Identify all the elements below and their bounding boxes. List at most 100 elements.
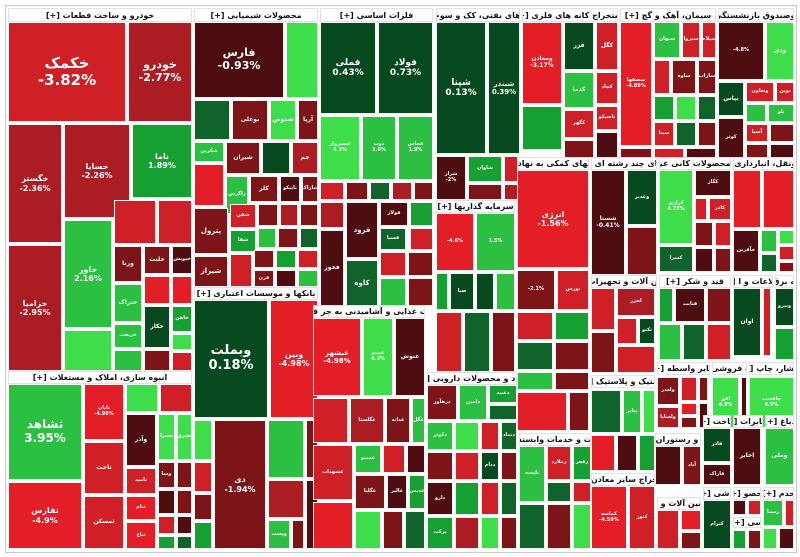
treemap-tile[interactable]: فولاژ <box>380 202 408 226</box>
treemap-tile[interactable] <box>370 182 390 200</box>
treemap-tile[interactable] <box>410 202 433 226</box>
treemap-tile[interactable] <box>300 228 318 248</box>
treemap-tile[interactable] <box>346 182 368 200</box>
section-header[interactable]: دباغ [+] <box>765 415 794 428</box>
treemap-tile[interactable]: خریخت <box>114 324 142 348</box>
treemap-tile[interactable]: کرازی 4.73% <box>659 170 693 244</box>
treemap-tile[interactable] <box>715 248 731 272</box>
treemap-tile[interactable]: جم <box>292 142 318 174</box>
treemap-tile[interactable] <box>496 273 515 310</box>
treemap-tile[interactable] <box>681 532 701 549</box>
treemap-tile[interactable] <box>715 222 731 246</box>
treemap-tile[interactable] <box>276 270 296 287</box>
treemap-tile[interactable] <box>517 342 553 370</box>
treemap-tile[interactable] <box>748 530 761 549</box>
treemap-tile[interactable]: وآذر <box>126 414 156 466</box>
treemap-tile[interactable] <box>177 462 192 488</box>
treemap-tile[interactable] <box>427 452 453 480</box>
treemap-tile[interactable] <box>276 250 296 268</box>
treemap-tile[interactable]: دکوثر <box>427 422 453 450</box>
treemap-tile[interactable]: دعبید <box>489 385 517 403</box>
treemap-tile[interactable]: تاصیکو <box>596 106 618 130</box>
treemap-tile[interactable] <box>564 140 594 158</box>
treemap-tile[interactable] <box>489 405 517 420</box>
treemap-tile[interactable] <box>501 517 517 549</box>
treemap-tile[interactable]: بورس <box>557 270 589 310</box>
treemap-tile[interactable]: زفجر <box>573 446 591 480</box>
treemap-tile[interactable] <box>517 372 553 390</box>
treemap-tile[interactable]: خودرو -2.77% <box>128 22 192 122</box>
treemap-tile[interactable]: قثابت <box>675 288 705 322</box>
section-header[interactable]: سرمایه گذاریها [+] <box>436 200 515 213</box>
treemap-tile[interactable] <box>639 435 655 471</box>
treemap-tile[interactable]: 1.5% <box>476 213 515 271</box>
treemap-tile[interactable]: شاراک <box>302 176 318 202</box>
treemap-tile[interactable] <box>464 312 490 372</box>
treemap-tile[interactable] <box>298 250 318 268</box>
section-header[interactable]: اطلاعات و ا [+] <box>733 275 773 288</box>
treemap-tile[interactable] <box>681 377 697 401</box>
treemap-tile[interactable]: ولغدر <box>657 377 679 405</box>
treemap-tile[interactable]: غدانه <box>386 398 410 443</box>
treemap-tile[interactable]: غدیس <box>409 475 425 509</box>
treemap-tile[interactable]: فارس -0.93% <box>194 22 284 98</box>
treemap-tile[interactable]: خزامیا -2.95% <box>8 245 62 371</box>
section-header[interactable]: ساخت [+] <box>703 415 731 428</box>
treemap-tile[interactable] <box>194 164 224 206</box>
treemap-tile[interactable]: شراز -2% <box>436 156 466 200</box>
treemap-tile[interactable] <box>779 230 794 244</box>
treemap-tile[interactable] <box>591 390 621 433</box>
treemap-tile[interactable]: شاوان <box>468 156 502 182</box>
treemap-tile[interactable]: غشهداب <box>313 445 353 500</box>
treemap-tile[interactable] <box>695 198 707 220</box>
treemap-tile[interactable] <box>320 182 344 200</box>
treemap-tile[interactable]: کسرا <box>659 246 693 272</box>
treemap-tile[interactable] <box>573 482 591 502</box>
treemap-tile[interactable]: حآفرین <box>733 230 759 272</box>
treemap-tile[interactable]: شدوص <box>270 100 296 140</box>
treemap-tile[interactable] <box>763 528 777 549</box>
treemap-tile[interactable] <box>455 452 479 480</box>
treemap-tile[interactable] <box>194 420 212 460</box>
treemap-tile[interactable] <box>763 170 794 228</box>
treemap-tile[interactable]: فملی 0.43% <box>320 22 376 114</box>
treemap-tile[interactable]: نوین <box>776 82 794 102</box>
treemap-tile[interactable]: خاهن <box>172 306 192 332</box>
treemap-tile[interactable] <box>158 200 192 244</box>
treemap-tile[interactable]: اخابر <box>733 428 761 485</box>
treemap-tile[interactable] <box>177 536 192 549</box>
treemap-tile[interactable] <box>501 452 517 480</box>
treemap-tile[interactable]: ثاخت <box>84 442 124 494</box>
treemap-tile[interactable] <box>654 96 674 120</box>
treemap-tile[interactable] <box>501 482 517 515</box>
section-header[interactable]: فعالیتهای کمکی به نهاده [+] <box>517 157 589 170</box>
treemap-tile[interactable]: خکمک -3.82% <box>8 22 126 122</box>
section-header[interactable]: فلزات اساسی [+] <box>320 8 433 22</box>
treemap-tile[interactable] <box>126 384 158 412</box>
treemap-tile[interactable]: فاراک <box>703 464 731 485</box>
section-header[interactable]: استخراج سایر معادن [+] <box>591 473 655 486</box>
treemap-tile[interactable] <box>405 511 425 549</box>
treemap-tile[interactable]: صبا <box>450 273 474 310</box>
treemap-tile[interactable] <box>707 288 731 322</box>
treemap-tile[interactable]: غگلستا <box>350 398 384 443</box>
section-header[interactable]: کاشی [+] <box>703 487 731 500</box>
treemap-tile[interactable]: ددام <box>481 452 499 480</box>
treemap-tile[interactable]: پتایر <box>623 390 641 433</box>
treemap-tile[interactable]: کنور <box>629 486 655 549</box>
section-header[interactable]: شرکتهای چند رشته ای ص [+] <box>591 157 657 170</box>
treemap-tile[interactable]: وبین -4.98% <box>270 300 318 418</box>
treemap-tile[interactable]: کچاد <box>596 72 618 104</box>
treemap-tile[interactable]: فولاد 0.73% <box>378 22 433 114</box>
section-header[interactable]: هتل و رستوران [+] <box>655 433 701 446</box>
treemap-tile[interactable] <box>591 332 615 373</box>
treemap-tile[interactable] <box>268 480 304 518</box>
treemap-tile[interactable] <box>194 522 212 549</box>
treemap-tile[interactable]: شکرین <box>194 142 224 162</box>
treemap-tile[interactable] <box>286 22 318 98</box>
treemap-tile[interactable] <box>194 462 212 492</box>
treemap-tile[interactable]: قرن <box>254 270 274 287</box>
treemap-tile[interactable]: غگلپا <box>355 475 385 509</box>
treemap-tile[interactable] <box>733 500 746 515</box>
treemap-tile[interactable]: وملی <box>765 428 794 485</box>
